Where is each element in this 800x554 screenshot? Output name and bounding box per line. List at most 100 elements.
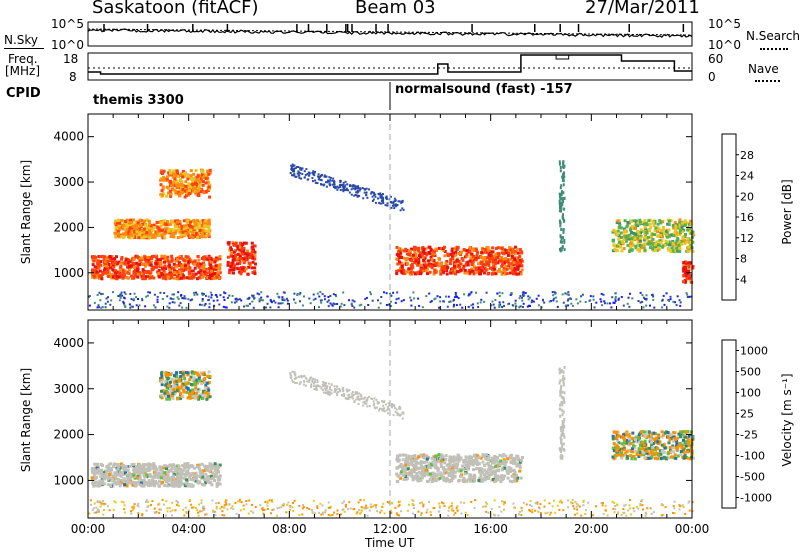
power-cell <box>103 255 107 259</box>
power-noise-cell <box>281 296 284 299</box>
velocity-cell <box>209 474 213 478</box>
velocity-cell <box>467 478 470 482</box>
velocity-cell <box>620 447 624 451</box>
velocity-cell <box>181 372 185 376</box>
power-cell <box>494 261 498 265</box>
power-cell <box>513 272 517 276</box>
power-cell <box>489 257 493 260</box>
power-ytick-label: 4000 <box>53 130 84 144</box>
velocity-cell <box>165 380 169 384</box>
velocity-cell <box>447 465 451 469</box>
power-cell <box>457 259 461 263</box>
power-stripe-cell <box>563 248 566 252</box>
power-cell <box>468 246 472 250</box>
power-stripe-cell <box>558 209 561 213</box>
power-cell <box>460 256 464 260</box>
power-cell <box>432 272 436 276</box>
power-cell <box>118 268 122 272</box>
velocity-cell <box>116 477 120 481</box>
cpid-mode-2: normalsound (fast) -157 <box>395 82 573 97</box>
velocity-cell <box>482 472 486 476</box>
power-cell <box>145 231 149 235</box>
power-arc-cell <box>332 177 335 180</box>
velocity-cell <box>479 456 483 460</box>
velocity-cell <box>117 473 120 477</box>
power-noise-cell <box>418 304 421 307</box>
velocity-cell <box>647 452 651 456</box>
velocity-cell <box>410 463 414 467</box>
power-cell <box>676 237 680 240</box>
power-cell <box>204 177 208 181</box>
power-cell <box>515 247 519 251</box>
power-noise-cell <box>385 304 388 306</box>
power-noise-cell <box>679 304 682 307</box>
velocity-cell <box>130 474 134 478</box>
power-stripe-cell <box>562 162 565 166</box>
power-noise-cell <box>309 302 312 305</box>
velocity-cell <box>513 474 517 478</box>
power-cell <box>491 258 495 262</box>
power-arc-cell <box>297 174 300 177</box>
velocity-cell <box>627 432 631 436</box>
power-cell <box>148 273 152 277</box>
power-cell <box>622 247 626 251</box>
power-cell <box>102 257 106 261</box>
power-cell <box>253 270 257 274</box>
power-stripe-cell <box>560 228 563 231</box>
power-cell <box>120 273 124 277</box>
velocity-cell <box>453 470 457 474</box>
power-cell <box>236 252 240 256</box>
velocity-cell <box>473 459 477 463</box>
power-noise-cell <box>192 291 195 294</box>
power-cell <box>468 259 472 263</box>
power-cell <box>91 255 95 259</box>
power-noise-cell <box>334 294 337 296</box>
power-arc-cell <box>299 172 302 175</box>
power-stripe-cell <box>561 175 564 179</box>
power-cell <box>184 226 188 230</box>
power-noise-cell <box>468 293 471 296</box>
velocity-cell <box>183 484 187 488</box>
velocity-cell <box>486 458 490 462</box>
power-noise-cell <box>445 295 447 298</box>
velocity-cell <box>209 464 213 468</box>
velocity-cell <box>417 455 421 459</box>
power-cell <box>175 169 179 173</box>
velocity-cell <box>169 387 172 391</box>
station-title: Saskatoon (fitACF) <box>92 0 259 18</box>
power-cell <box>169 194 173 198</box>
power-cell <box>410 247 413 251</box>
power-cell <box>211 277 215 280</box>
power-cell <box>124 258 128 262</box>
power-noise-cell <box>119 296 122 299</box>
velocity-cell <box>515 462 519 466</box>
power-noise-cell <box>185 306 188 309</box>
velocity-cell <box>415 471 419 475</box>
power-cell <box>691 250 695 253</box>
power-noise-cell <box>689 295 692 298</box>
power-cell <box>483 267 487 271</box>
power-cell <box>157 233 161 236</box>
power-cell <box>158 258 162 262</box>
power-noise-cell <box>163 292 166 294</box>
velocity-cell <box>416 474 420 478</box>
power-cell <box>179 235 183 239</box>
power-cell <box>164 258 168 262</box>
power-noise-cell <box>141 297 144 300</box>
power-cell <box>178 173 182 177</box>
power-cell <box>232 268 236 272</box>
power-noise-cell <box>397 297 400 300</box>
power-cell <box>636 221 640 225</box>
power-noise-cell <box>233 301 236 304</box>
power-cell <box>155 221 159 224</box>
power-cell <box>138 227 142 231</box>
power-noise-cell <box>649 304 651 307</box>
power-noise-cell <box>669 298 672 301</box>
power-arc-cell <box>328 180 331 183</box>
power-cell <box>468 249 472 253</box>
power-cell <box>643 225 647 229</box>
velocity-cell <box>434 454 438 458</box>
power-cell <box>230 268 233 272</box>
power-cell <box>477 256 481 260</box>
power-noise-cell <box>628 305 631 308</box>
